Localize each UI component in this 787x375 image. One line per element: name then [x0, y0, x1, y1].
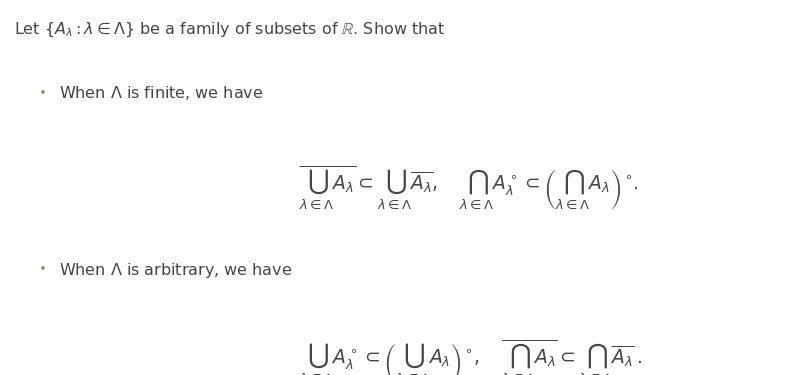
Text: $\bigcup_{\lambda\in\Lambda} A_\lambda^\circ \subset \left(\bigcup_{\lambda\in\L: $\bigcup_{\lambda\in\Lambda} A_\lambda^\… [299, 338, 642, 375]
Text: When $\Lambda$ is finite, we have: When $\Lambda$ is finite, we have [59, 84, 264, 102]
Text: Let $\{A_\lambda : \lambda \in \Lambda\}$ be a family of subsets of $\mathbb{R}$: Let $\{A_\lambda : \lambda \in \Lambda\}… [14, 21, 445, 39]
Text: $\bullet$: $\bullet$ [38, 261, 46, 274]
Text: When $\Lambda$ is arbitrary, we have: When $\Lambda$ is arbitrary, we have [59, 261, 292, 280]
Text: $\overline{\bigcup_{\lambda\in\Lambda} A_\lambda} \subset \bigcup_{\lambda\in\La: $\overline{\bigcup_{\lambda\in\Lambda} A… [299, 163, 639, 211]
Text: $\bullet$: $\bullet$ [38, 84, 46, 98]
